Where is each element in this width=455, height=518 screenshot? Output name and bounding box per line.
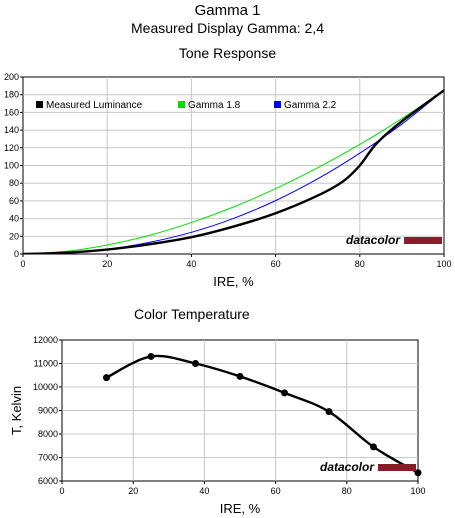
tone-legend-swatch xyxy=(36,101,43,108)
temp-x-tick-label: 60 xyxy=(271,486,281,496)
tone-y-tick-label: 40 xyxy=(9,214,19,224)
temp-x-tick-label: 20 xyxy=(128,486,138,496)
tone-y-tick-label: 20 xyxy=(9,231,19,241)
temp-data-point xyxy=(370,443,377,451)
tone-x-tick-label: 100 xyxy=(436,259,451,269)
temp-y-tick-label: 10000 xyxy=(33,382,58,392)
temp-data-point xyxy=(414,469,422,477)
tone-x-tick-label: 40 xyxy=(186,259,196,269)
temp-datacolor-logo: datacolor xyxy=(320,460,375,474)
tone-y-tick-label: 180 xyxy=(4,90,19,100)
tone-datacolor-logo-bar xyxy=(404,237,442,244)
tone-y-tick-label: 0 xyxy=(14,249,19,259)
temp-x-tick-label: 40 xyxy=(199,486,209,496)
tone-datacolor-logo: datacolor xyxy=(346,233,401,247)
tone-y-tick-label: 120 xyxy=(4,143,19,153)
temp-y-tick-label: 12000 xyxy=(33,335,58,345)
temp-x-tick-label: 80 xyxy=(342,486,352,496)
tone-series-gamma-1-8-line xyxy=(23,89,444,254)
temp-datacolor-logo-bar xyxy=(378,464,416,471)
tone-x-tick-label: 60 xyxy=(271,259,281,269)
tone-x-axis-label: IRE, % xyxy=(213,274,254,289)
tone-legend-label: Gamma 2.2 xyxy=(284,100,337,111)
temp-y-tick-label: 8000 xyxy=(38,429,58,439)
tone-legend-label: Measured Luminance xyxy=(46,100,143,111)
tone-y-tick-label: 100 xyxy=(4,161,19,171)
temp-x-axis-label: IRE, % xyxy=(220,501,261,516)
tone-x-tick-label: 0 xyxy=(20,259,25,269)
tone-legend-label: Gamma 1.8 xyxy=(188,100,241,111)
temp-data-point xyxy=(103,374,110,382)
tone-series-measured-luminance-line xyxy=(23,89,444,254)
temp-y-tick-label: 11000 xyxy=(34,359,58,369)
tone-y-tick-label: 60 xyxy=(9,196,19,206)
temp-x-tick-label: 0 xyxy=(59,486,64,496)
tone-response-chart: 0 20 40 60 80 100 0 20 40 60 80 100 120 140 160 180 200 I… xyxy=(4,72,452,289)
tone-y-tick-label: 80 xyxy=(9,178,19,188)
temp-data-point xyxy=(325,408,333,416)
tone-y-tick-label: 140 xyxy=(4,125,19,135)
temp-x-tick-label: 100 xyxy=(410,486,425,496)
temp-y-tick-label: 6000 xyxy=(38,476,58,486)
tone-y-tick-label: 160 xyxy=(4,107,19,117)
tone-x-tick-label: 80 xyxy=(355,259,365,269)
temp-data-point xyxy=(147,352,155,360)
tone-legend-swatch xyxy=(178,101,185,108)
tone-x-tick-label: 20 xyxy=(102,259,112,269)
temp-series-line-line xyxy=(105,354,418,474)
tone-y-tick-label: 200 xyxy=(4,72,19,82)
temp-data-point xyxy=(236,372,244,380)
temp-data-point xyxy=(192,360,199,367)
page-subtitle: Measured Display Gamma: 2,4 xyxy=(131,20,324,36)
tone-response-title: Tone Response xyxy=(178,45,277,61)
color-temperature-title: Color Temperature xyxy=(134,306,250,322)
temp-y-tick-label: 7000 xyxy=(38,453,58,463)
temp-y-tick-label: 9000 xyxy=(38,406,58,416)
temp-data-point xyxy=(281,389,288,397)
page-title: Gamma 1 xyxy=(194,2,261,19)
tone-legend-swatch xyxy=(274,101,281,108)
temp-y-axis-label: T, Kelvin xyxy=(9,386,24,435)
